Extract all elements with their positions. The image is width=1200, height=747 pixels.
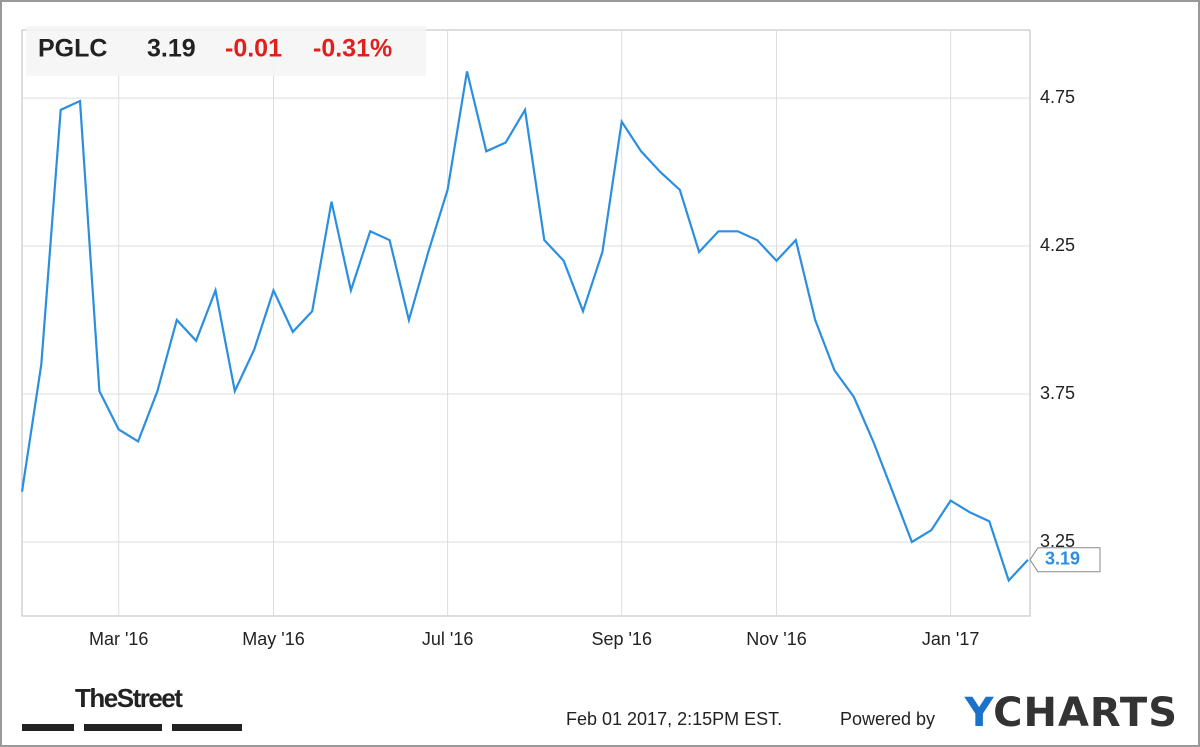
change-percent: -0.31% (313, 35, 392, 63)
x-tick-label: Nov '16 (746, 629, 806, 649)
source-logo: TheStreet (75, 683, 183, 713)
y-tick-label: 3.25 (1040, 531, 1075, 551)
powered-by: Powered by (840, 709, 935, 729)
ticker: PGLC (38, 35, 107, 63)
timestamp: Feb 01 2017, 2:15PM EST. (566, 709, 782, 729)
change: -0.01 (225, 35, 282, 63)
price-line (20, 71, 1029, 583)
last-price-label: 3.19 (1045, 549, 1080, 569)
logo-bar (22, 724, 74, 731)
y-tick-label: 3.75 (1040, 383, 1075, 403)
marks (20, 71, 1029, 583)
header-box (26, 26, 426, 76)
y-tick-label: 4.25 (1040, 235, 1075, 255)
price: 3.19 (147, 35, 196, 63)
x-tick-label: Sep '16 (591, 629, 652, 649)
plot-area (21, 29, 1031, 617)
y-tick-label: 4.75 (1040, 87, 1075, 107)
logo-bar (84, 724, 162, 731)
x-tick-label: Jan '17 (922, 629, 979, 649)
x-tick-label: May '16 (242, 629, 304, 649)
logo-bar (172, 724, 242, 731)
brand: YCHARTS (964, 690, 1178, 736)
last-price-tag (1029, 547, 1101, 573)
x-tick-label: Jul '16 (422, 629, 473, 649)
x-tick-label: Mar '16 (89, 629, 148, 649)
